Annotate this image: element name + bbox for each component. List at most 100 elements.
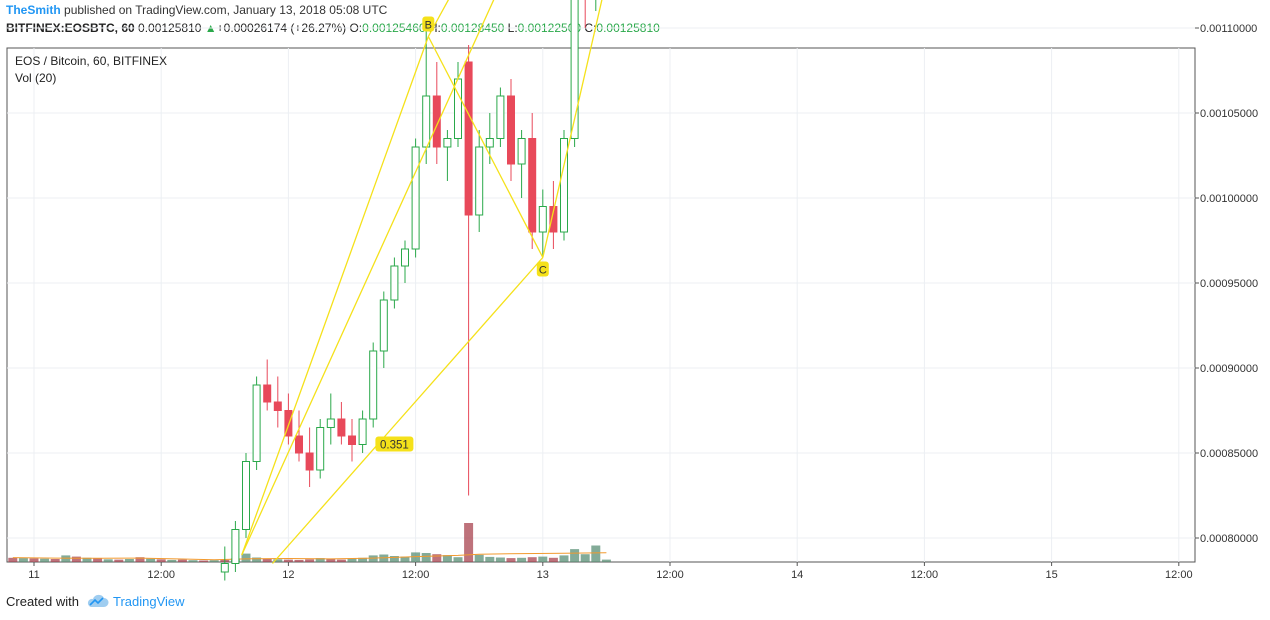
candle-body [485,138,494,148]
volume-bar [358,557,368,562]
volume-bar [177,559,187,562]
candle-body [401,248,409,267]
published-text: published on TradingView.com, January 13… [64,3,388,17]
candle-body [507,95,515,165]
volume-bar [315,558,325,562]
pattern-leg [272,257,544,564]
x-tick-label: 12:00 [656,569,684,581]
volume-bar [591,545,601,562]
price-axis[interactable]: 0.001650000.001600000.001550000.00150000… [1195,0,1264,545]
volume-bar [252,557,262,562]
candle-body [528,138,537,233]
candle-body [358,418,367,445]
ratio-label: 0.351 [380,440,409,452]
candle-body [379,299,388,352]
time-axis[interactable]: 11 12:00 12 12:00 13 12:00 14 12:00 15 12:00 [28,562,1193,581]
y-tick-label: 0.00100000 [1200,193,1258,205]
ratio-badge [375,436,414,452]
y-tick-label: 0.00110000 [1200,23,1257,35]
volume-bar [601,559,611,562]
volume-bar [124,559,134,562]
pattern-point-label: B [425,20,432,32]
pattern-leg [241,0,495,556]
candle-body [273,401,282,411]
volume-bar [506,558,516,562]
plot-area[interactable] [6,47,1196,563]
candle-body [252,384,261,462]
volume-bar [464,523,474,562]
candle-body [337,418,346,437]
x-tick-label: 15 [1045,569,1057,581]
candle-body [242,461,250,530]
candle-body [326,418,335,428]
volume-bar [50,559,60,562]
candle-body [220,563,229,573]
volume-bar [389,556,399,562]
pattern-point-badge [536,261,549,277]
volume-bar [570,549,580,562]
volume-bar [188,560,198,562]
tradingview-link[interactable]: TradingView [112,594,185,609]
candlesticks [220,0,597,581]
y-tick-label: 0.00105000 [1200,108,1258,120]
publish-line: TheSmith published on TradingView.com, J… [6,3,387,17]
volume-bar [146,558,156,562]
pattern-leg [427,36,544,258]
y-tick-label: 0.00090000 [1200,363,1258,375]
volume-bar [538,556,548,562]
volume-bar [18,558,28,562]
author-link[interactable]: TheSmith [6,3,61,17]
candle-body [517,138,526,165]
volume-bar [548,557,558,562]
candle-body [432,95,441,148]
volume-bar [262,558,272,562]
pattern-point-badge [422,16,435,32]
volume-bar [326,559,336,562]
volume-bar [495,557,505,562]
indicator-label: Vol (20) [15,71,56,85]
grid-lines [7,27,1195,562]
candle-body [443,138,452,148]
candle-body [411,146,420,250]
volume-bar [82,557,92,562]
volume-bar [474,554,484,562]
volume-ma-line [12,552,607,561]
volume-bar [421,553,431,562]
candle-body [464,61,473,216]
volume-bar [411,552,421,562]
volume-bar [273,559,283,562]
candle-body [496,95,505,139]
volume-bar [336,559,346,562]
candle-body [295,435,303,454]
candle-body [231,529,240,564]
x-tick-label: 12:00 [402,569,430,581]
pattern-leg [542,0,603,258]
candle-body [570,0,579,139]
x-tick-label: 12:00 [147,569,175,581]
volume-bar [156,559,166,562]
candle-body [538,206,547,233]
volume-bar [294,559,304,562]
volume-bar [8,557,18,562]
volume-bar [114,559,124,562]
volume-bar [71,556,81,562]
x-tick-label: 12:00 [1165,569,1193,581]
price-chart[interactable]: TARGET 3 : 156000TARGET 2 : 140000TARGET… [0,0,1270,590]
candle-body [560,138,568,233]
volume-bar [29,558,39,562]
volume-bar [93,558,103,562]
volume-bar [305,559,315,562]
tradingview-cloud-icon [85,594,109,611]
volume-bar [199,560,209,562]
volume-bar [559,555,569,562]
x-tick-label: 14 [791,569,803,581]
candle-body [549,206,558,233]
x-tick-label: 12 [282,569,294,581]
y-tick-label: 0.00095000 [1200,278,1258,290]
volume-bar [40,558,50,562]
candle-body [475,146,484,216]
volume-bar [517,557,527,562]
chart-title: EOS / Bitcoin, 60, BITFINEX [15,54,167,68]
volume-bar [453,557,463,562]
candle-body [316,427,325,471]
